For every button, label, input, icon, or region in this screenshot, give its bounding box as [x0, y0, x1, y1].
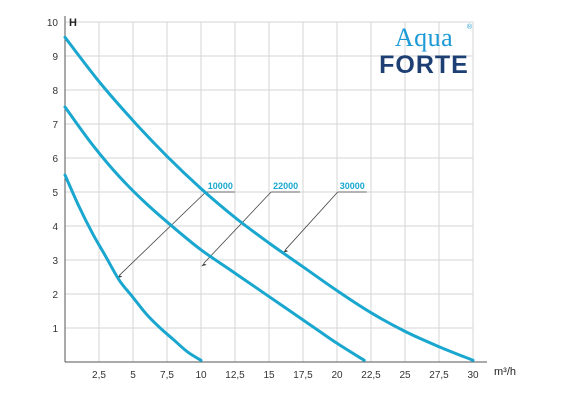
- x-axis-ticks: 2,5 5 7,5 10 12,5 15 17,5 20 22,5 25 27,5 30: [92, 370, 479, 381]
- aquaforte-logo: ® Aqua FORTE: [376, 23, 472, 79]
- x-tick-label: 5: [130, 370, 136, 381]
- x-tick-label: 7,5: [160, 370, 174, 381]
- series-line-10000: [63, 173, 203, 362]
- x-tick-label: 25: [399, 370, 411, 381]
- annotation-label-30000: 30000: [340, 181, 365, 191]
- annotation-leader-line: [119, 191, 207, 276]
- x-tick-label: 27,5: [429, 370, 449, 381]
- x-axis-label: m³/h: [494, 366, 516, 378]
- series-line-30000: [63, 35, 475, 362]
- x-tick-label: 30: [467, 370, 479, 381]
- x-tick-label: 12,5: [225, 370, 245, 381]
- annotation-label-10000: 10000: [208, 181, 233, 191]
- y-tick-label: 4: [52, 222, 58, 233]
- chart-grid: [65, 21, 474, 362]
- x-tick-label: 20: [331, 370, 343, 381]
- logo-text-forte: FORTE: [379, 51, 469, 79]
- chart-series: [63, 35, 475, 362]
- y-tick-label: 1: [52, 324, 58, 335]
- y-axis-label: H: [69, 17, 77, 29]
- series-line-22000: [63, 105, 366, 362]
- y-tick-label: 8: [52, 86, 58, 97]
- y-tick-label: 7: [52, 120, 58, 131]
- registered-mark: ®: [466, 24, 472, 31]
- y-tick-label: 6: [52, 154, 58, 165]
- annotation-leader-line: [203, 191, 272, 264]
- x-tick-label: 15: [263, 370, 275, 381]
- annotation-leader-line: [285, 191, 339, 251]
- logo-text-aqua: Aqua: [394, 23, 454, 52]
- y-tick-label: 2: [52, 290, 58, 301]
- y-axis-ticks: 1 2 3 4 5 6 7 8 9 10: [47, 18, 59, 335]
- x-tick-label: 10: [195, 370, 207, 381]
- chart-axes: [64, 16, 487, 363]
- y-tick-label: 9: [52, 52, 58, 63]
- x-tick-label: 22,5: [361, 370, 381, 381]
- annotation-label-22000: 22000: [273, 181, 298, 191]
- annotation-arrowhead: [201, 263, 207, 267]
- x-tick-label: 17,5: [293, 370, 313, 381]
- x-tick-label: 2,5: [92, 370, 106, 381]
- annotation-labels: 10000 22000 30000: [208, 181, 365, 191]
- annotation-leaders: [116, 191, 367, 279]
- y-tick-label: 5: [52, 188, 58, 199]
- y-tick-label: 10: [47, 18, 59, 29]
- y-tick-label: 3: [52, 256, 58, 267]
